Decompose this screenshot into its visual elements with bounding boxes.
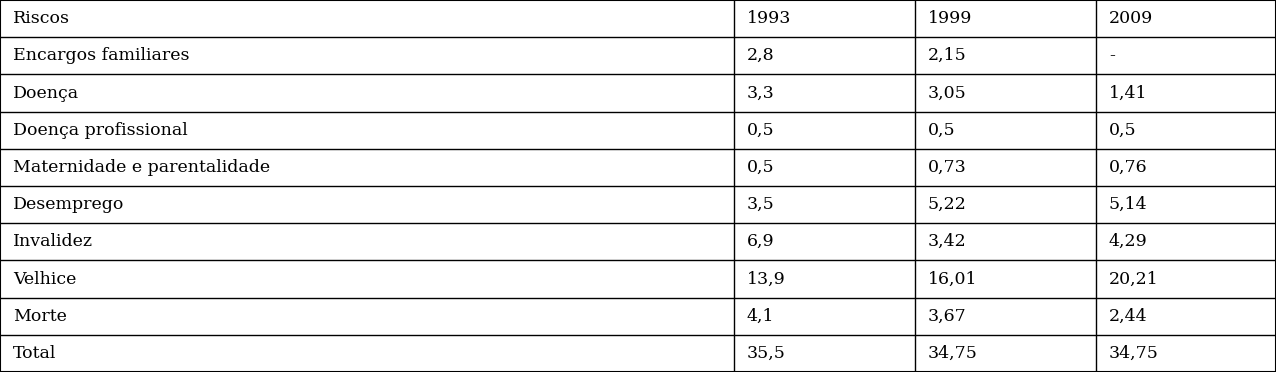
Text: 1993: 1993 xyxy=(746,10,791,27)
Text: 20,21: 20,21 xyxy=(1109,270,1159,288)
Text: 0,73: 0,73 xyxy=(928,159,966,176)
Text: 34,75: 34,75 xyxy=(1109,345,1159,362)
Text: 1999: 1999 xyxy=(928,10,972,27)
Text: 5,22: 5,22 xyxy=(928,196,966,213)
Text: Doença profissional: Doença profissional xyxy=(13,122,188,139)
Text: Velhice: Velhice xyxy=(13,270,77,288)
Text: Encargos familiares: Encargos familiares xyxy=(13,47,189,64)
Text: 3,3: 3,3 xyxy=(746,84,775,102)
Text: 4,29: 4,29 xyxy=(1109,233,1147,250)
Text: 1,41: 1,41 xyxy=(1109,84,1147,102)
Text: 3,67: 3,67 xyxy=(928,308,966,325)
Text: 0,5: 0,5 xyxy=(746,122,775,139)
Text: Riscos: Riscos xyxy=(13,10,70,27)
Text: 3,05: 3,05 xyxy=(928,84,966,102)
Text: Invalidez: Invalidez xyxy=(13,233,93,250)
Text: 3,5: 3,5 xyxy=(746,196,775,213)
Text: 2009: 2009 xyxy=(1109,10,1154,27)
Text: Doença: Doença xyxy=(13,84,79,102)
Text: 0,5: 0,5 xyxy=(1109,122,1137,139)
Text: 34,75: 34,75 xyxy=(928,345,977,362)
Text: Morte: Morte xyxy=(13,308,66,325)
Text: 2,15: 2,15 xyxy=(928,47,966,64)
Text: Total: Total xyxy=(13,345,56,362)
Text: 4,1: 4,1 xyxy=(746,308,775,325)
Text: 0,5: 0,5 xyxy=(928,122,956,139)
Text: Maternidade e parentalidade: Maternidade e parentalidade xyxy=(13,159,271,176)
Text: 3,42: 3,42 xyxy=(928,233,966,250)
Text: 5,14: 5,14 xyxy=(1109,196,1147,213)
Text: 6,9: 6,9 xyxy=(746,233,775,250)
Text: 2,8: 2,8 xyxy=(746,47,775,64)
Text: Desemprego: Desemprego xyxy=(13,196,124,213)
Text: -: - xyxy=(1109,47,1115,64)
Text: 2,44: 2,44 xyxy=(1109,308,1147,325)
Text: 0,5: 0,5 xyxy=(746,159,775,176)
Text: 0,76: 0,76 xyxy=(1109,159,1147,176)
Text: 35,5: 35,5 xyxy=(746,345,785,362)
Text: 16,01: 16,01 xyxy=(928,270,977,288)
Text: 13,9: 13,9 xyxy=(746,270,785,288)
